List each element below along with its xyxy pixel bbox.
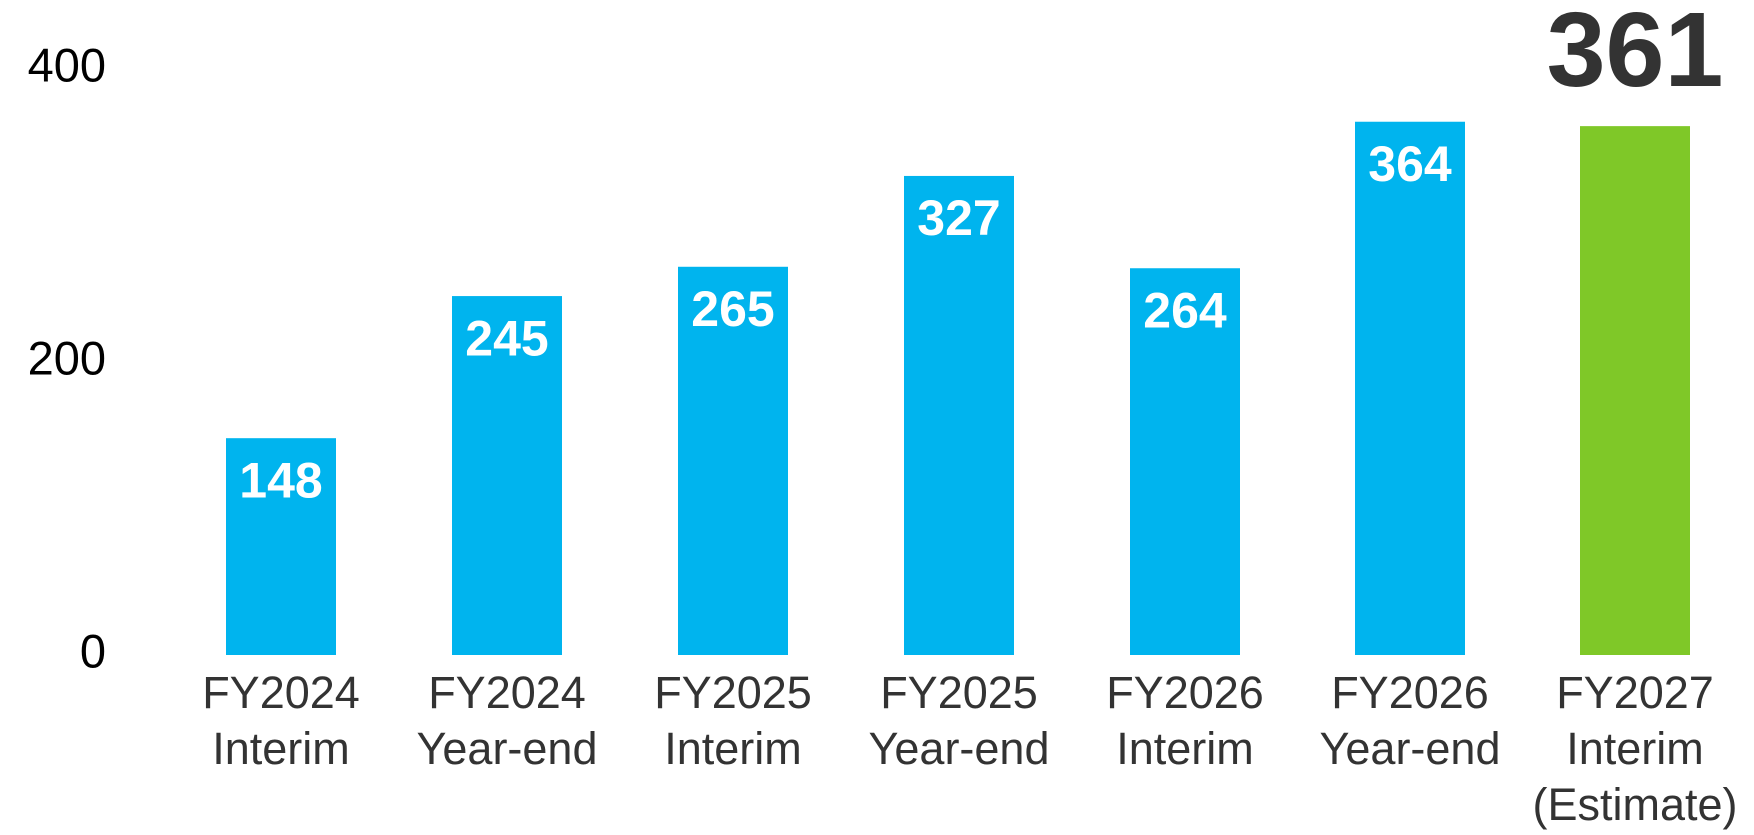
bar — [678, 266, 788, 655]
bar — [1130, 268, 1240, 655]
x-tick-label: Interim — [1116, 723, 1254, 774]
bar — [452, 296, 562, 655]
x-tick-label: Interim — [212, 723, 350, 774]
x-tick-label: Interim — [664, 723, 802, 774]
bar — [226, 438, 336, 655]
value-label: 364 — [1368, 136, 1452, 192]
value-label: 148 — [239, 452, 322, 508]
x-tick-label: FY2025 — [654, 667, 812, 718]
x-tick-label: FY2027 — [1556, 667, 1714, 718]
value-label: 361 — [1547, 0, 1724, 109]
x-tick-label: Year-end — [869, 723, 1050, 774]
x-tick-label: Year-end — [417, 723, 598, 774]
x-tick-label: FY2024 — [428, 667, 586, 718]
x-tick-label: FY2026 — [1106, 667, 1264, 718]
x-tick-label: FY2024 — [202, 667, 360, 718]
value-label: 245 — [465, 310, 548, 366]
value-label: 327 — [917, 190, 1000, 246]
x-tick-label: (Estimate) — [1532, 779, 1737, 830]
bar — [1355, 121, 1465, 656]
x-tick-label: FY2026 — [1331, 667, 1489, 718]
value-label: 264 — [1143, 282, 1227, 338]
y-tick-label: 400 — [28, 38, 106, 91]
y-tick-label: 200 — [28, 331, 106, 384]
x-tick-label: Interim — [1566, 723, 1704, 774]
bar — [1580, 126, 1690, 655]
x-tick-label: Year-end — [1320, 723, 1501, 774]
x-tick-label: FY2025 — [880, 667, 1038, 718]
value-label: 265 — [691, 281, 774, 337]
y-tick-label: 0 — [80, 624, 106, 677]
bar — [904, 175, 1014, 655]
